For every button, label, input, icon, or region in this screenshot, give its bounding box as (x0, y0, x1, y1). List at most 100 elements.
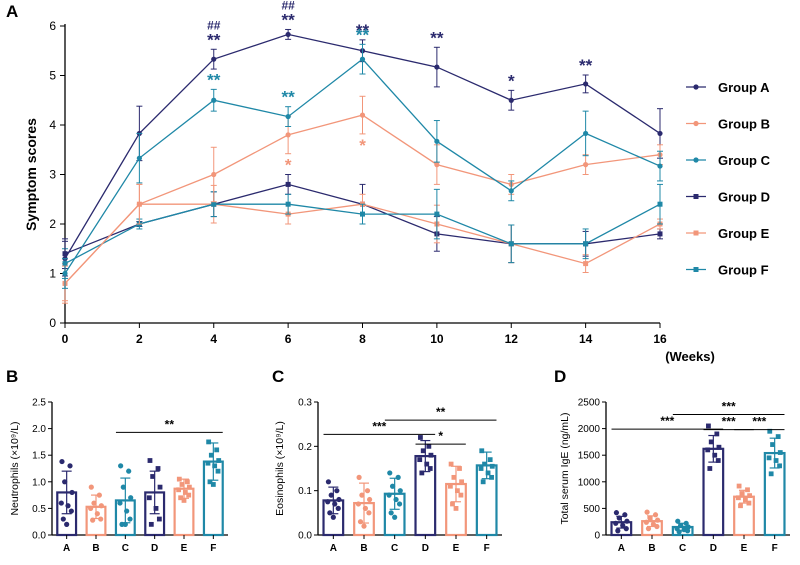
data-point (59, 458, 65, 465)
legend-marker (693, 84, 699, 90)
significance-label: *** (660, 414, 674, 428)
data-point (98, 516, 104, 522)
data-point (386, 492, 392, 498)
x-tick-label: A (618, 543, 625, 554)
x-tick-label: C (122, 543, 129, 554)
data-point (739, 491, 745, 496)
data-point (583, 162, 589, 168)
legend-label: Group D (718, 190, 770, 205)
data-point (657, 130, 663, 137)
x-tick-label: D (710, 543, 717, 554)
significance-annotation: * (359, 136, 366, 155)
x-tick-label: E (181, 543, 188, 554)
data-point (215, 468, 221, 474)
bar-group-f (763, 428, 786, 537)
legend-label: Group A (718, 80, 770, 95)
x-tick-label: 8 (359, 332, 366, 346)
data-point (356, 474, 362, 480)
bar-group-e (445, 461, 467, 537)
y-tick-label: 4 (49, 118, 56, 132)
data-point (357, 519, 364, 525)
data-point (684, 528, 691, 534)
y-tick-label: 1 (49, 267, 56, 281)
data-point (136, 155, 142, 161)
data-point (327, 510, 333, 516)
y-tick-label: 0 (594, 531, 600, 542)
data-point (285, 132, 291, 138)
bar-group-f (202, 439, 224, 537)
y-tick-label: 0.1 (298, 486, 312, 497)
data-point (676, 529, 682, 535)
data-point (62, 270, 68, 277)
data-point (482, 461, 487, 467)
legend: Group A Group B Group C Group D Group E Group… (686, 80, 771, 278)
data-point (480, 479, 486, 485)
legend-label: Group C (718, 153, 771, 168)
bar-group-b (641, 509, 663, 537)
significance-annotation: ** (282, 88, 296, 107)
data-point (325, 479, 332, 485)
data-point (62, 479, 68, 485)
y-tick-label: 0.0 (32, 531, 46, 542)
data-point (434, 211, 440, 217)
data-point (178, 495, 184, 501)
data-point (624, 518, 630, 524)
panel-b-neutrophils-bar-chart: B 0.0 0.5 1.0 1.5 2.0 2.5 Neutrophils (×10⁹/L) A… (6, 367, 228, 554)
data-point (657, 201, 663, 207)
legend-item: Group E (686, 226, 770, 241)
data-point (118, 463, 124, 469)
y-tick-label: 2000 (578, 424, 601, 435)
data-point (128, 495, 134, 501)
bar-group-a (56, 458, 78, 537)
data-point (182, 490, 188, 495)
data-point (332, 501, 338, 507)
data-point (767, 428, 773, 434)
data-point (285, 181, 291, 187)
significance-annotation: ** (430, 28, 444, 47)
x-tick-label: B (92, 543, 99, 554)
y-axis-label: Symptom scores (23, 118, 39, 231)
significance-annotation: ** (207, 30, 221, 49)
panel-d-ige-bar-chart: D 0 500 1000 1500 2000 2500 Total serum IgE (ng… (554, 367, 790, 554)
legend-item: Group D (686, 190, 770, 205)
data-point (450, 501, 455, 507)
bar-group-c (383, 470, 406, 537)
data-point (155, 466, 161, 471)
y-axis-label: Total serum IgE (ng/mL) (559, 412, 571, 524)
data-point (712, 452, 718, 458)
data-point (455, 488, 460, 494)
data-point (766, 455, 772, 461)
significance-annotation: ** (207, 70, 221, 89)
y-tick-label: 0.0 (298, 531, 312, 542)
bar-group-d (702, 423, 725, 537)
y-tick-label: 500 (583, 504, 600, 515)
data-point (478, 466, 484, 471)
data-point (738, 503, 743, 509)
data-point (146, 495, 152, 501)
significance-label: *** (752, 415, 766, 429)
y-tick-label: 5 (49, 69, 56, 83)
x-tick-label: E (741, 543, 748, 554)
x-tick-label: 10 (430, 332, 444, 346)
hash-annotation: ## (281, 0, 295, 12)
data-point (583, 261, 589, 267)
data-point (127, 516, 133, 522)
legend-label: Group B (718, 117, 770, 132)
data-point (458, 492, 464, 498)
data-point (362, 505, 369, 511)
data-point (179, 482, 185, 487)
legend-label: Group E (718, 226, 770, 241)
y-tick-label: 1500 (578, 451, 601, 462)
y-axis-label: Neutrophils (×10⁹/L) (9, 421, 21, 515)
data-point (716, 444, 722, 450)
data-point (389, 483, 396, 489)
data-point (184, 479, 190, 485)
data-point (620, 522, 626, 529)
significance-annotation: * (285, 156, 292, 175)
legend-marker (693, 120, 699, 127)
significance-annotation: * (508, 71, 515, 90)
data-point (157, 484, 163, 490)
data-point (747, 493, 753, 499)
data-point (186, 492, 192, 498)
